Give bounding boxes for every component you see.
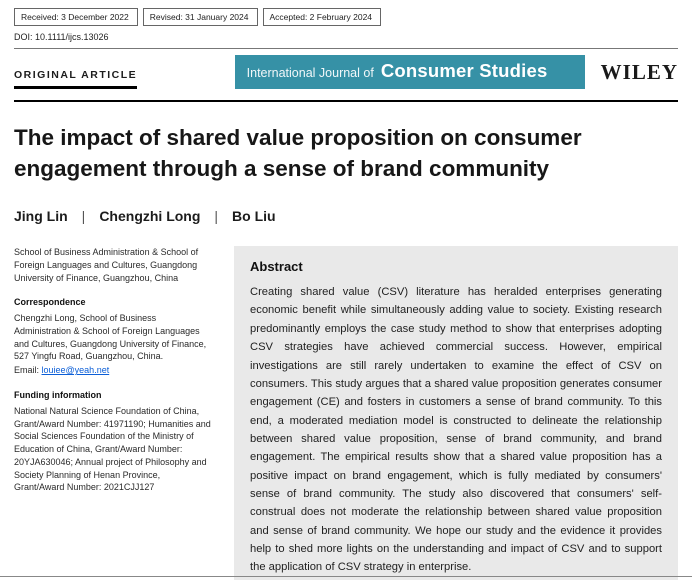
article-type-label: ORIGINAL ARTICLE — [14, 69, 138, 89]
author-2: Chengzhi Long — [99, 208, 201, 225]
journal-name-large: Consumer Studies — [380, 60, 548, 81]
abstract-text: Creating shared value (CSV) literature h… — [250, 286, 662, 574]
affiliation-text: School of Business Administration & Scho… — [14, 247, 199, 283]
dates-row: Received: 3 December 2022 Revised: 31 Ja… — [14, 0, 678, 26]
received-date: Received: 3 December 2022 — [14, 8, 138, 26]
accepted-date: Accepted: 2 February 2024 — [262, 8, 382, 26]
authors-line: Jing Lin | Chengzhi Long | Bo Liu — [14, 208, 678, 224]
wiley-logo: WILEY — [600, 59, 678, 84]
header-divider — [14, 48, 678, 49]
email-line: Email: louiee@yeah.net — [14, 364, 212, 377]
article-title: The impact of shared value proposition o… — [14, 125, 582, 182]
author-separator: | — [81, 208, 86, 225]
abstract-box: Abstract Creating shared value (CSV) lit… — [234, 246, 678, 580]
funding-text: National Natural Science Foundation of C… — [14, 405, 211, 493]
journal-name-small: International Journal of — [246, 66, 374, 80]
funding-heading: Funding information — [14, 389, 102, 400]
header-thick-rule — [14, 100, 678, 102]
abstract-heading: Abstract — [250, 259, 303, 275]
author-3: Bo Liu — [232, 208, 276, 225]
sidebar: School of Business Administration & Scho… — [14, 246, 212, 494]
banner-row: ORIGINAL ARTICLE International Journal o… — [14, 55, 678, 89]
doi: DOI: 10.1111/ijcs.13026 — [14, 32, 109, 42]
email-link[interactable]: louiee@yeah.net — [41, 365, 110, 376]
correspondence-heading: Correspondence — [14, 297, 86, 308]
author-1: Jing Lin — [14, 208, 68, 225]
content-columns: School of Business Administration & Scho… — [14, 246, 678, 580]
correspondence-text: Chengzhi Long, School of Business Admini… — [14, 313, 207, 362]
revised-date: Revised: 31 January 2024 — [142, 8, 258, 26]
author-separator: | — [214, 208, 219, 225]
page-bottom-rule — [0, 576, 692, 577]
email-label: Email: — [14, 365, 42, 376]
journal-banner: International Journal of Consumer Studie… — [234, 55, 585, 89]
